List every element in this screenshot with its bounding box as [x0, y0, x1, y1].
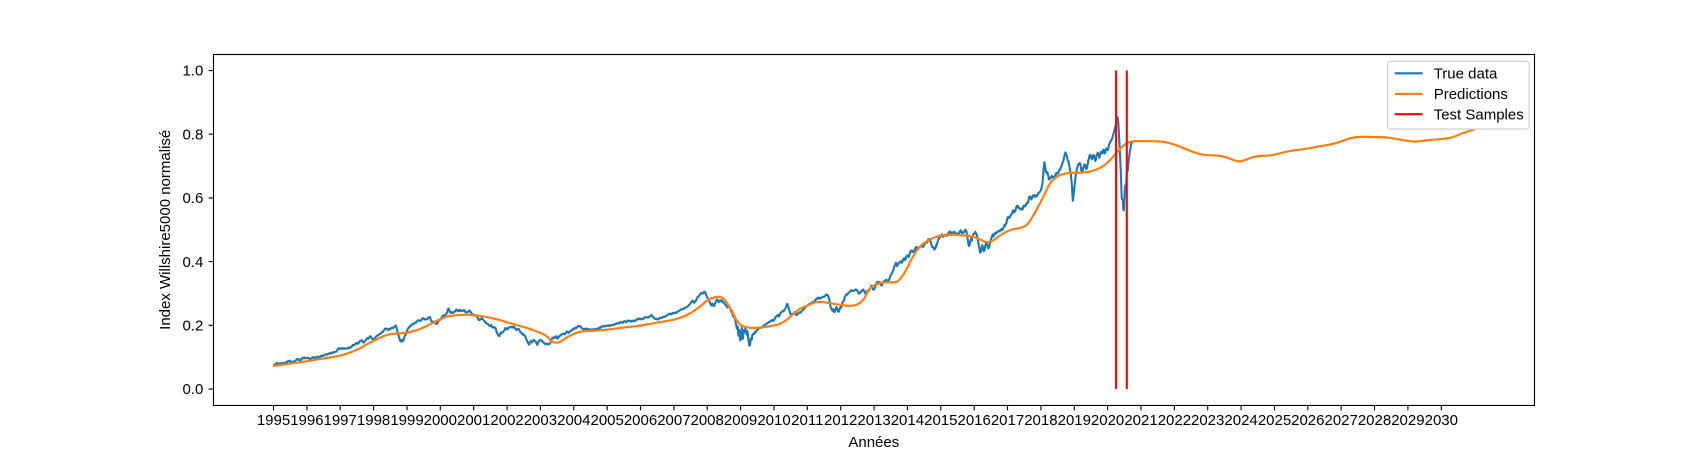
svg-text:2010: 2010 [757, 412, 790, 429]
svg-text:0.8: 0.8 [182, 126, 203, 143]
svg-text:Années: Années [848, 434, 899, 451]
svg-text:2027: 2027 [1325, 412, 1358, 429]
svg-text:True data: True data [1434, 66, 1498, 83]
svg-text:0.2: 0.2 [182, 318, 203, 335]
svg-text:1.0: 1.0 [182, 63, 203, 80]
svg-text:2021: 2021 [1124, 412, 1157, 429]
svg-text:Test Samples: Test Samples [1434, 106, 1524, 123]
svg-text:2013: 2013 [857, 412, 890, 429]
svg-text:2003: 2003 [524, 412, 557, 429]
svg-text:0.6: 0.6 [182, 190, 203, 207]
svg-text:Index Willshire5000 normalisé: Index Willshire5000 normalisé [157, 130, 174, 330]
svg-text:2011: 2011 [791, 412, 823, 429]
svg-text:2001: 2001 [457, 412, 490, 429]
svg-text:1999: 1999 [390, 412, 423, 429]
svg-text:2012: 2012 [824, 412, 857, 429]
svg-text:2008: 2008 [691, 412, 724, 429]
svg-text:2022: 2022 [1158, 412, 1191, 429]
svg-text:2007: 2007 [657, 412, 690, 429]
svg-text:0.4: 0.4 [182, 254, 203, 271]
svg-text:2030: 2030 [1425, 412, 1458, 429]
svg-text:2000: 2000 [424, 412, 457, 429]
svg-text:2002: 2002 [490, 412, 523, 429]
svg-text:2026: 2026 [1291, 412, 1324, 429]
svg-text:0.0: 0.0 [182, 381, 203, 398]
svg-text:2018: 2018 [1024, 412, 1057, 429]
svg-text:1996: 1996 [290, 412, 323, 429]
svg-text:2016: 2016 [958, 412, 991, 429]
svg-text:1995: 1995 [257, 412, 290, 429]
svg-text:2009: 2009 [724, 412, 757, 429]
svg-text:2004: 2004 [557, 412, 590, 429]
svg-text:2014: 2014 [891, 412, 924, 429]
svg-text:2019: 2019 [1058, 412, 1091, 429]
svg-text:2006: 2006 [624, 412, 657, 429]
svg-text:2029: 2029 [1391, 412, 1424, 429]
svg-text:2023: 2023 [1191, 412, 1224, 429]
svg-text:2025: 2025 [1258, 412, 1291, 429]
svg-text:1997: 1997 [324, 412, 357, 429]
svg-text:2017: 2017 [991, 412, 1024, 429]
svg-text:Predictions: Predictions [1434, 86, 1508, 103]
svg-text:1998: 1998 [357, 412, 390, 429]
svg-text:2028: 2028 [1358, 412, 1391, 429]
svg-text:2005: 2005 [591, 412, 624, 429]
svg-text:2020: 2020 [1091, 412, 1124, 429]
svg-text:2015: 2015 [924, 412, 957, 429]
svg-text:2024: 2024 [1224, 412, 1257, 429]
